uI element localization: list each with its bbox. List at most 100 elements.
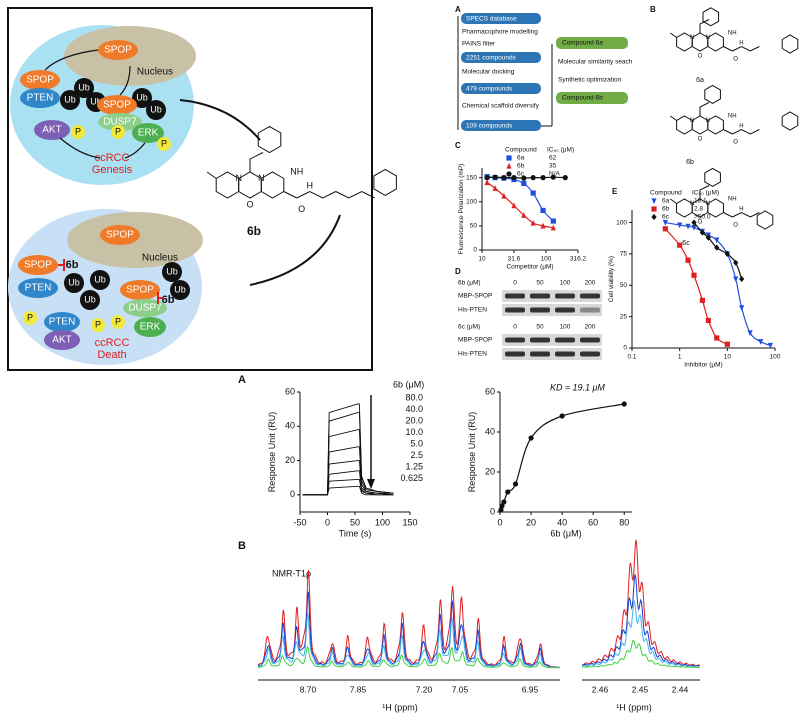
ring bbox=[707, 198, 724, 218]
atom: H bbox=[739, 123, 743, 129]
marker bbox=[521, 180, 527, 187]
marker bbox=[705, 234, 711, 241]
y-tick-label: 60 bbox=[485, 386, 495, 396]
x-tick-label: 10 bbox=[724, 354, 732, 361]
series-line bbox=[302, 429, 394, 496]
marker bbox=[550, 218, 556, 224]
row-label: MBP-SPOP bbox=[458, 293, 492, 300]
marker bbox=[506, 162, 512, 169]
flow-step: Synthetic optimization bbox=[558, 77, 622, 84]
atom: NH bbox=[728, 31, 737, 37]
label: 6b bbox=[162, 294, 175, 306]
chain bbox=[296, 190, 336, 199]
atom: N bbox=[690, 118, 694, 124]
y-tick-label: 0 bbox=[490, 506, 495, 516]
row-label: 6b (μM) bbox=[458, 280, 481, 287]
y-axis-label: Response Unit (RU) bbox=[267, 412, 277, 493]
chain bbox=[732, 45, 760, 52]
band bbox=[580, 293, 600, 299]
spectrum bbox=[258, 645, 560, 669]
legend-label: 6b bbox=[662, 206, 670, 213]
series-line bbox=[302, 446, 394, 496]
marker bbox=[677, 222, 683, 229]
atom: H bbox=[739, 40, 743, 46]
marker bbox=[498, 507, 504, 513]
arrows bbox=[44, 49, 341, 286]
column-label: 50 bbox=[536, 324, 544, 331]
marker bbox=[521, 175, 527, 181]
series-line bbox=[302, 460, 394, 496]
atom: N bbox=[706, 118, 710, 124]
marker bbox=[651, 213, 657, 221]
marker bbox=[733, 259, 739, 266]
marker bbox=[484, 175, 490, 181]
legend-value: 2.8 bbox=[694, 206, 703, 213]
chain bbox=[699, 102, 710, 116]
x-tick-label: 20 bbox=[526, 517, 536, 527]
chain bbox=[699, 19, 710, 33]
marker bbox=[724, 250, 730, 258]
marker bbox=[530, 190, 536, 196]
bond bbox=[670, 115, 677, 121]
bond bbox=[283, 191, 297, 199]
spectrum bbox=[581, 574, 700, 667]
flow-step: Pharmacophore modelling bbox=[462, 29, 538, 36]
phosphate bbox=[23, 311, 37, 325]
marker bbox=[714, 237, 720, 244]
x-tick-label: 0.1 bbox=[627, 354, 636, 361]
y-tick-label: 0 bbox=[473, 247, 477, 254]
phosphate bbox=[71, 125, 85, 139]
marker bbox=[501, 192, 507, 199]
legend-title: IC₅₀ (μM) bbox=[692, 190, 719, 197]
x-axis-label: Time (s) bbox=[339, 528, 372, 538]
legend-label: 6a bbox=[517, 155, 525, 162]
marker bbox=[521, 212, 527, 218]
label: Ub bbox=[84, 294, 96, 304]
legend-label: 6c bbox=[517, 171, 525, 178]
label: SPOP bbox=[26, 75, 54, 86]
ring bbox=[781, 34, 799, 54]
x-tick-label: 1 bbox=[678, 354, 682, 361]
flow-step: Compound 6b bbox=[562, 95, 603, 102]
chain bbox=[335, 190, 375, 199]
atom: O bbox=[733, 57, 738, 63]
annotation: KD ≈ 19.1 μM bbox=[550, 382, 605, 392]
marker bbox=[714, 335, 720, 341]
label: ERK bbox=[140, 322, 161, 333]
marker bbox=[651, 198, 657, 205]
atom: N bbox=[690, 35, 694, 41]
bond bbox=[670, 32, 677, 38]
compound-label: 6b bbox=[247, 224, 261, 238]
label: SPOP bbox=[126, 285, 154, 296]
nmr-title: NMR-T1ρ bbox=[272, 568, 311, 578]
protein bbox=[98, 40, 138, 60]
marker bbox=[540, 207, 546, 214]
series-line bbox=[302, 470, 394, 496]
x-tick-label: 316.2 bbox=[570, 256, 587, 263]
x-axis-label: 6b (μM) bbox=[550, 528, 581, 538]
marker bbox=[705, 317, 711, 323]
protein bbox=[134, 317, 166, 337]
label: Ub bbox=[68, 277, 80, 287]
label: Ub bbox=[90, 96, 102, 106]
marker bbox=[733, 276, 739, 283]
marker bbox=[562, 175, 568, 181]
label: Ub bbox=[166, 266, 178, 276]
y-tick-label: 40 bbox=[485, 426, 495, 436]
atom: NH bbox=[728, 114, 737, 120]
ring bbox=[702, 7, 720, 27]
x-axis-label: Inhibitor (μM) bbox=[684, 361, 722, 368]
protein bbox=[44, 312, 80, 332]
label: P bbox=[75, 126, 81, 136]
band bbox=[580, 351, 600, 357]
fit-line bbox=[500, 403, 625, 511]
legend-label: 20.0 bbox=[405, 415, 423, 425]
marker bbox=[747, 330, 753, 337]
x-tick-label: 7.85 bbox=[350, 684, 367, 694]
label: AKT bbox=[52, 335, 71, 346]
marker bbox=[685, 223, 691, 230]
y-tick-label: 75 bbox=[620, 251, 628, 258]
band bbox=[555, 351, 575, 357]
x-tick-label: 10 bbox=[478, 256, 486, 263]
